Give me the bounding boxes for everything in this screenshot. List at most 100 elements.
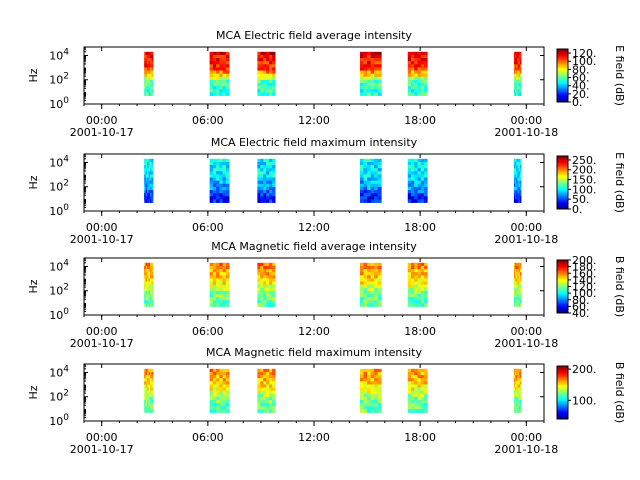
spectrogram-cell xyxy=(209,403,214,407)
x-tick-label: 00:00 xyxy=(86,114,118,127)
spectrogram-cell xyxy=(367,393,372,398)
spectrogram-cell xyxy=(219,269,223,273)
spectrogram-cell xyxy=(272,64,276,68)
spectrogram-cell xyxy=(216,54,220,59)
spectrogram-cell xyxy=(150,76,152,81)
spectrogram-cell xyxy=(150,294,152,298)
colorbar-step xyxy=(557,372,568,375)
spectrogram-cell xyxy=(144,284,147,289)
spectrogram-cell xyxy=(150,290,152,295)
spectrogram-cell xyxy=(209,387,214,392)
spectrogram-cell xyxy=(144,70,147,75)
spectrogram-cell xyxy=(219,396,223,401)
spectrogram-cell xyxy=(225,196,230,200)
colorbar-step xyxy=(557,408,568,411)
spectrogram-cell xyxy=(219,393,223,398)
spectrogram-cell xyxy=(370,67,375,71)
spectrogram-cell xyxy=(148,390,151,395)
spectrogram-cell xyxy=(515,76,517,81)
data-block xyxy=(407,158,428,203)
spectrogram-cell xyxy=(212,403,217,407)
colorbar-step xyxy=(557,275,568,278)
spectrogram-cell xyxy=(374,396,379,401)
spectrogram-cell xyxy=(144,196,147,200)
spectrogram-cell xyxy=(263,183,267,188)
spectrogram-cell xyxy=(360,287,364,292)
colorbar-step xyxy=(557,98,568,100)
data-block xyxy=(360,158,382,203)
spectrogram-cell xyxy=(151,70,154,75)
spectrogram-cell xyxy=(423,368,428,373)
spectrogram-cell xyxy=(263,190,267,194)
spectrogram-cell xyxy=(420,168,425,172)
spectrogram-cell xyxy=(263,278,267,282)
spectrogram-cell xyxy=(209,396,214,401)
spectrogram-cell xyxy=(513,371,516,376)
spectrogram-cell xyxy=(519,294,522,298)
colorbar-step xyxy=(557,266,568,269)
spectrogram-cell xyxy=(219,281,223,286)
spectrogram-cell xyxy=(222,186,227,191)
spectrogram-cell xyxy=(260,58,264,62)
spectrogram-cell xyxy=(377,294,382,298)
spectrogram-cell xyxy=(257,165,261,169)
spectrogram-cell xyxy=(360,303,364,307)
spectrogram-cell xyxy=(407,158,412,163)
spectrogram-cell xyxy=(266,396,270,401)
spectrogram-cell xyxy=(513,183,516,188)
spectrogram-cell xyxy=(374,406,379,410)
spectrogram-cell xyxy=(145,375,148,379)
spectrogram-cell xyxy=(513,67,516,71)
spectrogram-cell xyxy=(374,199,379,203)
spectrogram-cell xyxy=(420,58,425,62)
spectrogram-cell xyxy=(266,262,270,267)
spectrogram-cell xyxy=(420,272,425,276)
spectrogram-cell xyxy=(411,86,415,90)
spectrogram-cell xyxy=(147,58,149,62)
colorbar-step xyxy=(557,396,568,399)
spectrogram-cell xyxy=(423,269,428,273)
colorbar-step xyxy=(557,161,568,164)
spectrogram-cell xyxy=(269,73,273,78)
spectrogram-cell xyxy=(411,171,415,175)
spectrogram-cell xyxy=(518,294,521,298)
spectrogram-cell xyxy=(144,409,147,413)
spectrogram-cell xyxy=(222,409,227,413)
spectrogram-cell xyxy=(260,378,264,382)
spectrogram-cell xyxy=(269,196,273,200)
spectrogram-cell xyxy=(145,70,148,75)
spectrogram-cell xyxy=(147,54,149,59)
spectrogram-cell xyxy=(363,177,368,182)
spectrogram-cell xyxy=(145,196,148,200)
colorbar-step xyxy=(557,279,568,282)
spectrogram-cell xyxy=(363,183,368,188)
spectrogram-cell xyxy=(518,64,521,68)
spectrogram-cell xyxy=(411,381,415,385)
spectrogram-cell xyxy=(417,368,422,373)
spectrogram-cell xyxy=(148,58,151,62)
colorbar-step xyxy=(557,157,568,160)
spectrogram-cell xyxy=(513,396,516,401)
spectrogram-cell xyxy=(219,403,223,407)
spectrogram-cell xyxy=(209,294,214,298)
spectrogram-cell xyxy=(515,269,517,273)
spectrogram-cell xyxy=(360,174,364,178)
spectrogram-cell xyxy=(377,403,382,407)
spectrogram-cell xyxy=(219,70,223,75)
spectrogram-cell xyxy=(363,284,368,289)
spectrogram-cell xyxy=(216,61,220,65)
spectrogram-cell xyxy=(360,275,364,279)
spectrogram-cell xyxy=(225,58,230,62)
spectrogram-cell xyxy=(516,190,518,194)
spectrogram-cell xyxy=(411,406,415,410)
spectrogram-cell xyxy=(360,272,364,276)
spectrogram-cell xyxy=(266,294,270,298)
spectrogram-cell xyxy=(257,183,261,188)
spectrogram-cell xyxy=(269,79,273,84)
spectrogram-cell xyxy=(407,168,412,172)
spectrogram-cell xyxy=(367,83,372,87)
spectrogram-cell xyxy=(516,403,518,407)
colorbar-step xyxy=(557,88,568,91)
spectrogram-cell xyxy=(515,262,517,267)
spectrogram-cell xyxy=(216,284,220,289)
